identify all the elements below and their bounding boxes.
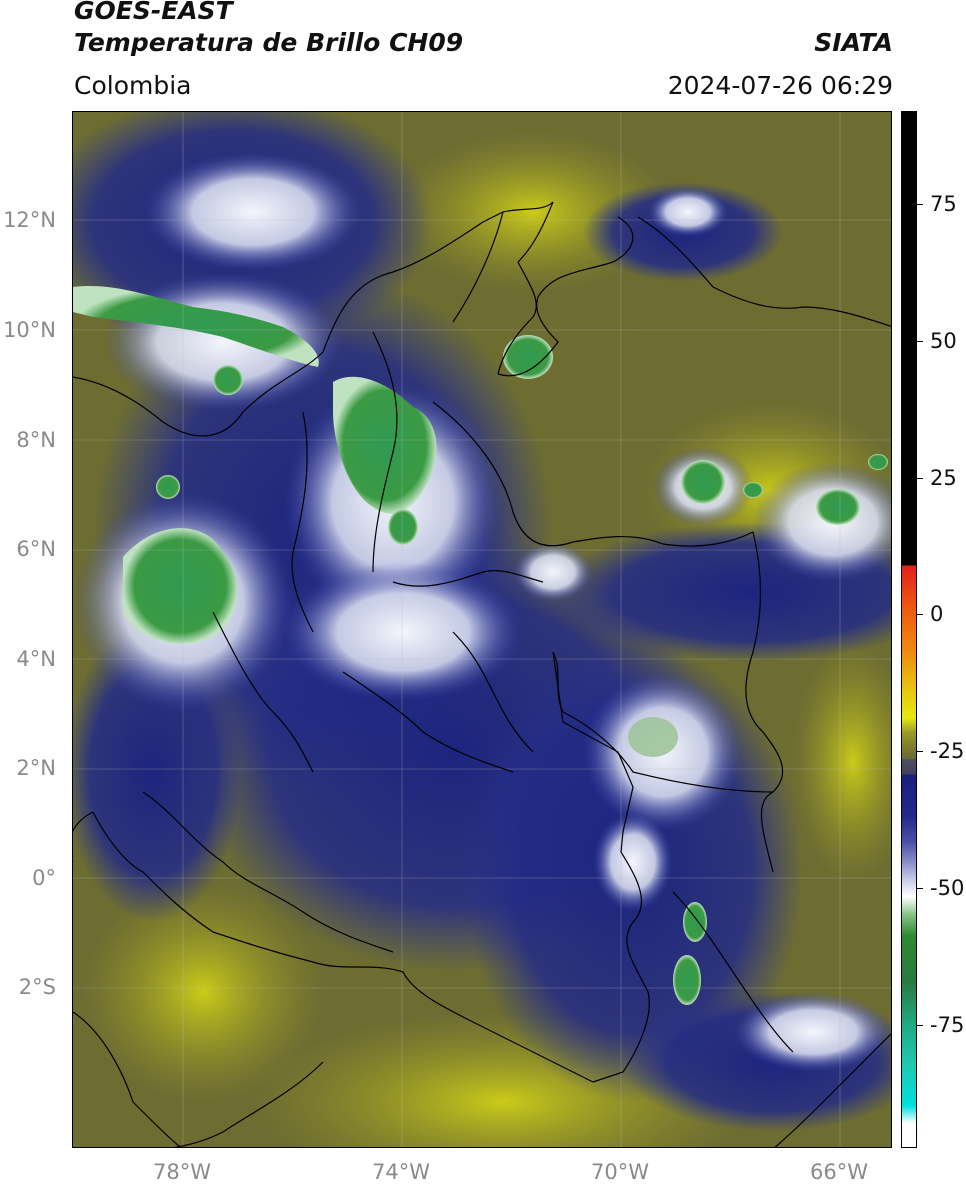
lat-label-8n: 8°N (16, 428, 56, 452)
colorbar-tick (917, 888, 923, 889)
lat-label-4n: 4°N (16, 647, 56, 671)
lon-label-74w: 74°W (372, 1160, 430, 1184)
timestamp: 2024-07-26 06:29 (667, 71, 893, 100)
lat-label-12n: 12°N (3, 208, 56, 232)
title: GOES-EAST (74, 0, 233, 25)
subtitle: Temperatura de Brillo CH09 (74, 28, 464, 57)
colorbar-tick (917, 341, 923, 342)
region-label: Colombia (74, 71, 192, 100)
brightness-temperature-field (73, 112, 891, 1147)
colorbar-tick (917, 614, 923, 615)
lat-label-10n: 10°N (3, 318, 56, 342)
lat-label-0: 0° (32, 866, 56, 890)
colorbar-label-0: 0 (930, 602, 944, 626)
lat-label-2n: 2°N (16, 756, 56, 780)
colorbar (901, 111, 917, 1148)
lon-label-78w: 78°W (153, 1160, 211, 1184)
colorbar-tick (917, 751, 923, 752)
lon-label-66w: 66°W (810, 1160, 868, 1184)
colorbar-label-minus-25: -25 (930, 739, 965, 763)
colorbar-label-75: 75 (930, 192, 957, 216)
organization-label: SIATA (814, 28, 893, 57)
colorbar-label-minus-75: -75 (930, 1013, 965, 1037)
satellite-map[interactable] (72, 111, 892, 1148)
lat-label-6n: 6°N (16, 537, 56, 561)
colorbar-tick (917, 204, 923, 205)
colorbar-tick (917, 478, 923, 479)
colorbar-label-25: 25 (930, 466, 957, 490)
lon-label-70w: 70°W (591, 1160, 649, 1184)
lat-label-2s: 2°S (18, 975, 56, 999)
colorbar-tick (917, 1025, 923, 1026)
colorbar-label-minus-50: -50 (930, 876, 965, 900)
colorbar-label-50: 50 (930, 329, 957, 353)
